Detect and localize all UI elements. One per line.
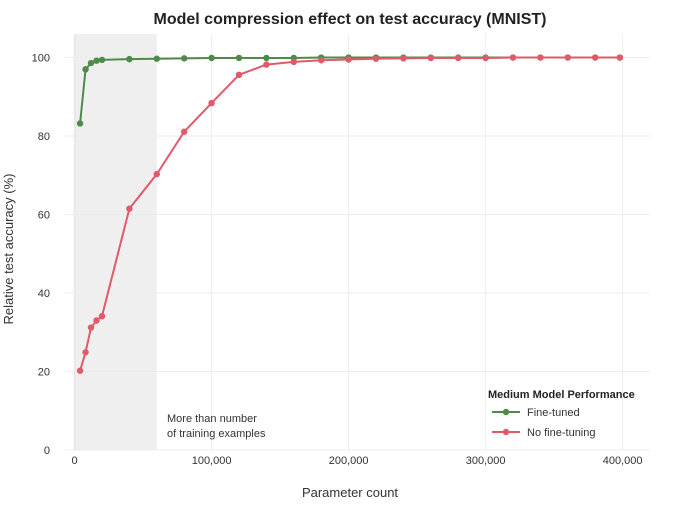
legend-swatch-marker xyxy=(502,428,510,436)
data-point-2 xyxy=(82,349,89,356)
data-point-2 xyxy=(126,205,133,212)
data-point-2 xyxy=(263,61,270,68)
y-tick-label: 40 xyxy=(38,288,50,300)
x-tick-label: 300,000 xyxy=(466,455,506,467)
legend: Medium Model Performance Fine-tuned No fi… xyxy=(488,389,635,439)
data-point-2 xyxy=(400,55,407,62)
data-point-2 xyxy=(290,58,297,66)
legend-title: Medium Model Performance xyxy=(488,389,635,401)
data-point-1 xyxy=(98,56,106,64)
data-point-1 xyxy=(263,54,270,62)
x-tick-label: 400,000 xyxy=(603,455,643,467)
data-point-2 xyxy=(76,367,84,374)
data-point-2 xyxy=(180,128,188,135)
annotation-text: of training examples xyxy=(167,428,266,440)
y-tick-label: 100 xyxy=(32,53,50,65)
shaded-region xyxy=(74,34,157,450)
data-point-2 xyxy=(591,54,599,61)
data-point-2 xyxy=(317,57,325,64)
legend-swatch-marker xyxy=(502,408,510,416)
series-line-1 xyxy=(79,56,620,124)
x-tick-label: 0 xyxy=(72,455,78,467)
y-tick-label: 20 xyxy=(38,367,50,379)
legend-label: Fine-tuned xyxy=(527,407,580,419)
y-axis-label: Relative test accuracy (%) xyxy=(1,174,16,325)
x-axis-label: Parameter count xyxy=(302,485,398,500)
data-point-2 xyxy=(208,99,215,107)
data-point-2 xyxy=(616,54,624,61)
data-point-1 xyxy=(76,120,84,127)
data-point-1 xyxy=(153,55,160,62)
chart-title: Model compression effect on test accurac… xyxy=(154,11,547,28)
data-point-2 xyxy=(153,170,160,178)
data-point-2 xyxy=(372,55,380,62)
data-point-2 xyxy=(93,317,100,324)
data-point-2 xyxy=(345,56,352,63)
legend-label: No fine-tuning xyxy=(527,427,596,439)
data-point-2 xyxy=(482,54,489,62)
y-tick-label: 60 xyxy=(38,210,50,222)
data-point-2 xyxy=(87,324,95,331)
annotation-text: More than number xyxy=(167,413,257,425)
y-tick-label: 0 xyxy=(44,445,50,457)
y-tick-label: 80 xyxy=(38,131,50,143)
data-point-1 xyxy=(208,54,215,62)
data-point-2 xyxy=(98,312,106,320)
data-point-1 xyxy=(93,57,100,64)
data-point-2 xyxy=(235,71,243,79)
data-point-1 xyxy=(87,59,95,67)
data-point-1 xyxy=(235,54,243,62)
data-point-2 xyxy=(537,54,544,61)
data-point-2 xyxy=(509,54,517,61)
data-point-1 xyxy=(126,55,133,63)
data-point-1 xyxy=(180,55,188,62)
data-point-2 xyxy=(427,54,434,62)
data-point-1 xyxy=(82,66,89,73)
data-point-2 xyxy=(454,54,462,62)
data-point-2 xyxy=(564,54,571,61)
x-tick-label: 100,000 xyxy=(192,455,232,467)
x-tick-label: 200,000 xyxy=(329,455,369,467)
